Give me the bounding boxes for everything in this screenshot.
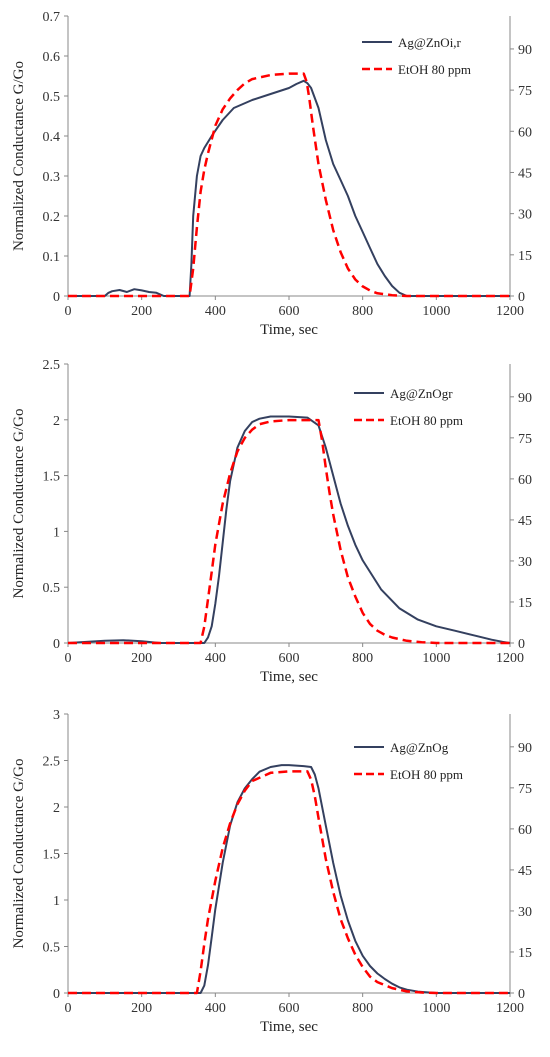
y-tick-label: 1 bbox=[53, 525, 60, 540]
y-axis-label: Normalized Conductance G/Go bbox=[11, 759, 27, 949]
chart-panel-1: 0 200 400 600 800 1000 120000.10.20.30.40.50.6… bbox=[11, 10, 532, 338]
y-tick-label: 2 bbox=[53, 801, 60, 816]
y-tick-label: 0 bbox=[53, 987, 60, 1002]
x-tick-label: 0 bbox=[65, 1001, 72, 1016]
legend-label: EtOH 80 ppm bbox=[398, 62, 471, 77]
series-line-ethanol bbox=[68, 72, 510, 298]
y2-tick-label: 75 bbox=[518, 782, 532, 797]
y-tick-label: 2.5 bbox=[43, 755, 61, 770]
y-tick-label: 0.7 bbox=[43, 10, 61, 25]
series-line-sensor bbox=[67, 415, 511, 644]
legend-label: Ag@ZnOgr bbox=[390, 386, 453, 401]
x-tick-label: 600 bbox=[279, 651, 300, 666]
x-tick-label: 400 bbox=[205, 304, 226, 319]
x-tick-label: 400 bbox=[205, 651, 226, 666]
legend-label: EtOH 80 ppm bbox=[390, 767, 463, 782]
y2-tick-label: 15 bbox=[518, 249, 532, 264]
x-tick-label: 0 bbox=[65, 304, 72, 319]
y-tick-label: 0 bbox=[53, 637, 60, 652]
x-tick-label: 1200 bbox=[496, 651, 524, 666]
y-tick-label: 0.5 bbox=[43, 581, 61, 596]
y2-tick-label: 30 bbox=[518, 208, 532, 223]
y2-tick-label: 15 bbox=[518, 946, 532, 961]
x-tick-label: 1000 bbox=[422, 1001, 450, 1016]
x-tick-label: 1000 bbox=[422, 304, 450, 319]
x-tick-label: 200 bbox=[131, 1001, 152, 1016]
y-tick-label: 0 bbox=[53, 290, 60, 305]
y-tick-label: 1.5 bbox=[43, 470, 61, 485]
x-axis-label: Time, sec bbox=[260, 322, 318, 338]
y-tick-label: 0.1 bbox=[43, 250, 61, 265]
y2-tick-label: 60 bbox=[518, 473, 532, 488]
y-axis-label: Normalized Conductance G/Go bbox=[11, 61, 27, 251]
y2-tick-label: 30 bbox=[518, 905, 532, 920]
x-tick-label: 1000 bbox=[422, 651, 450, 666]
y-axis-label: Normalized Conductance G/Go bbox=[11, 409, 27, 599]
chart-panel-2: 0 200 400 600 800 1000 120000.511.522.50153045… bbox=[11, 358, 532, 685]
x-tick-label: 800 bbox=[352, 651, 373, 666]
y-tick-label: 0.6 bbox=[43, 50, 61, 65]
legend-label: Ag@ZnOi,r bbox=[398, 35, 462, 50]
x-tick-label: 600 bbox=[279, 1001, 300, 1016]
x-tick-label: 400 bbox=[205, 1001, 226, 1016]
y2-tick-label: 60 bbox=[518, 125, 532, 140]
x-tick-label: 1200 bbox=[496, 1001, 524, 1016]
legend-label: Ag@ZnOg bbox=[390, 740, 449, 755]
y2-tick-label: 60 bbox=[518, 823, 532, 838]
chart-panel-3: 0 200 400 600 800 1000 120000.511.522.53015304… bbox=[11, 708, 532, 1035]
y2-tick-label: 90 bbox=[518, 391, 532, 406]
x-axis-label: Time, sec bbox=[260, 1019, 318, 1035]
y-tick-label: 0.3 bbox=[43, 170, 61, 185]
y2-tick-label: 90 bbox=[518, 741, 532, 756]
y-tick-label: 1 bbox=[53, 894, 60, 909]
y-tick-label: 2 bbox=[53, 414, 60, 429]
series-line-sensor bbox=[68, 79, 510, 297]
y2-tick-label: 75 bbox=[518, 432, 532, 447]
y2-tick-label: 75 bbox=[518, 84, 532, 99]
y-tick-label: 1.5 bbox=[43, 848, 61, 863]
x-tick-label: 200 bbox=[131, 304, 152, 319]
y-tick-label: 0.2 bbox=[43, 210, 61, 225]
x-tick-label: 1200 bbox=[496, 304, 524, 319]
y-tick-label: 0.4 bbox=[43, 130, 61, 145]
x-axis-label: Time, sec bbox=[260, 669, 318, 685]
series-line-ethanol bbox=[68, 418, 510, 645]
y-tick-label: 2.5 bbox=[43, 358, 61, 373]
x-tick-label: 0 bbox=[65, 651, 72, 666]
y2-tick-label: 0 bbox=[518, 987, 525, 1002]
y-tick-label: 3 bbox=[53, 708, 60, 723]
x-tick-label: 200 bbox=[131, 651, 152, 666]
y2-tick-label: 0 bbox=[518, 290, 525, 305]
y2-tick-label: 0 bbox=[518, 637, 525, 652]
x-tick-label: 600 bbox=[279, 304, 300, 319]
y2-tick-label: 15 bbox=[518, 596, 532, 611]
y2-tick-label: 45 bbox=[518, 514, 532, 529]
y2-tick-label: 45 bbox=[518, 166, 532, 181]
x-tick-label: 800 bbox=[352, 1001, 373, 1016]
y-tick-label: 0.5 bbox=[43, 90, 61, 105]
series-line-sensor bbox=[68, 764, 510, 994]
y2-tick-label: 45 bbox=[518, 864, 532, 879]
y2-tick-label: 90 bbox=[518, 43, 532, 58]
series-line-ethanol bbox=[68, 770, 510, 995]
legend-label: EtOH 80 ppm bbox=[390, 413, 463, 428]
x-tick-label: 800 bbox=[352, 304, 373, 319]
y-tick-label: 0.5 bbox=[43, 941, 61, 956]
y2-tick-label: 30 bbox=[518, 555, 532, 570]
